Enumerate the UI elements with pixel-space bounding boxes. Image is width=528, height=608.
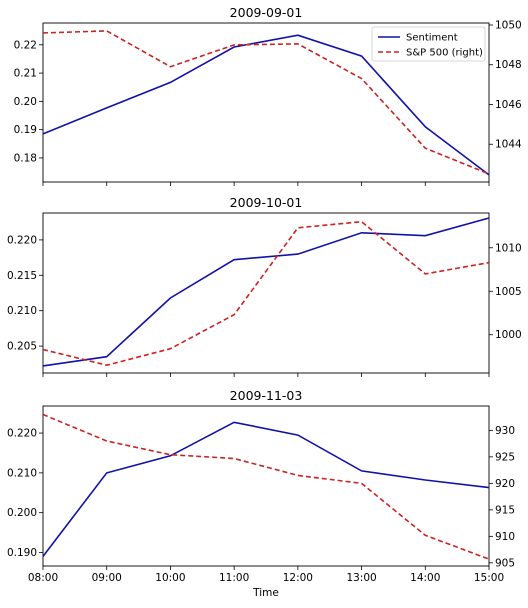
y-tick-label-right: 1000 — [495, 329, 522, 341]
legend-label: S&P 500 (right) — [406, 48, 483, 59]
x-tick-label: 08:00 — [28, 572, 58, 584]
y-tick-label-left: 0.220 — [7, 234, 37, 246]
y-tick-label-right: 1005 — [495, 286, 522, 298]
y-tick-label-left: 0.210 — [7, 467, 37, 479]
y-tick-label-right: 1044 — [495, 139, 522, 151]
plot-frame — [42, 405, 490, 567]
y-tick-label-right: 930 — [495, 425, 515, 437]
sp500-series-line — [42, 30, 490, 175]
y-tick-label-left: 0.19 — [14, 124, 37, 136]
y-tick-label-left: 0.20 — [14, 96, 37, 108]
y-tick-label-right: 910 — [495, 531, 515, 543]
legend-box — [371, 26, 486, 62]
x-tick-label: 10:00 — [155, 572, 185, 584]
chart-title: 2009-11-03 — [230, 388, 303, 403]
y-tick-label-left: 0.200 — [7, 507, 37, 519]
x-tick-label: 12:00 — [283, 572, 313, 584]
y-tick-label-left: 0.21 — [14, 68, 37, 80]
sp500-series-line — [42, 413, 490, 560]
x-tick-label: 09:00 — [92, 572, 122, 584]
x-tick-label: 14:00 — [410, 572, 440, 584]
x-axis-label: Time — [252, 587, 279, 599]
y-tick-label-left: 0.22 — [14, 39, 37, 51]
y-tick-label-right: 925 — [495, 451, 515, 463]
y-tick-label-left: 0.18 — [14, 152, 37, 164]
y-tick-label-left: 0.215 — [7, 270, 37, 282]
y-tick-label-right: 1048 — [495, 59, 522, 71]
chart-title: 2009-09-01 — [230, 5, 303, 20]
y-tick-label-right: 1046 — [495, 99, 522, 111]
y-tick-label-right: 1050 — [495, 19, 522, 31]
x-tick-label: 15:00 — [474, 572, 504, 584]
y-tick-label-left: 0.220 — [7, 428, 37, 440]
y-tick-label-right: 905 — [495, 557, 515, 569]
sentiment-series-line — [42, 217, 490, 367]
plot-frame — [42, 22, 490, 183]
x-tick-label: 11:00 — [219, 572, 249, 584]
y-tick-label-right: 1010 — [495, 242, 522, 254]
x-tick-label: 13:00 — [346, 572, 376, 584]
y-tick-label-left: 0.210 — [7, 305, 37, 317]
sentiment-series-line — [42, 421, 490, 557]
y-tick-label-right: 915 — [495, 504, 515, 516]
y-tick-label-left: 0.190 — [7, 547, 37, 559]
y-tick-label-left: 0.205 — [7, 341, 37, 353]
sentiment-series-line — [42, 34, 490, 176]
sp500-series-line — [42, 220, 490, 367]
chart-title: 2009-10-01 — [230, 195, 303, 210]
plot-frame — [42, 212, 490, 374]
legend-label: Sentiment — [406, 33, 458, 44]
y-tick-label-right: 920 — [495, 478, 515, 490]
